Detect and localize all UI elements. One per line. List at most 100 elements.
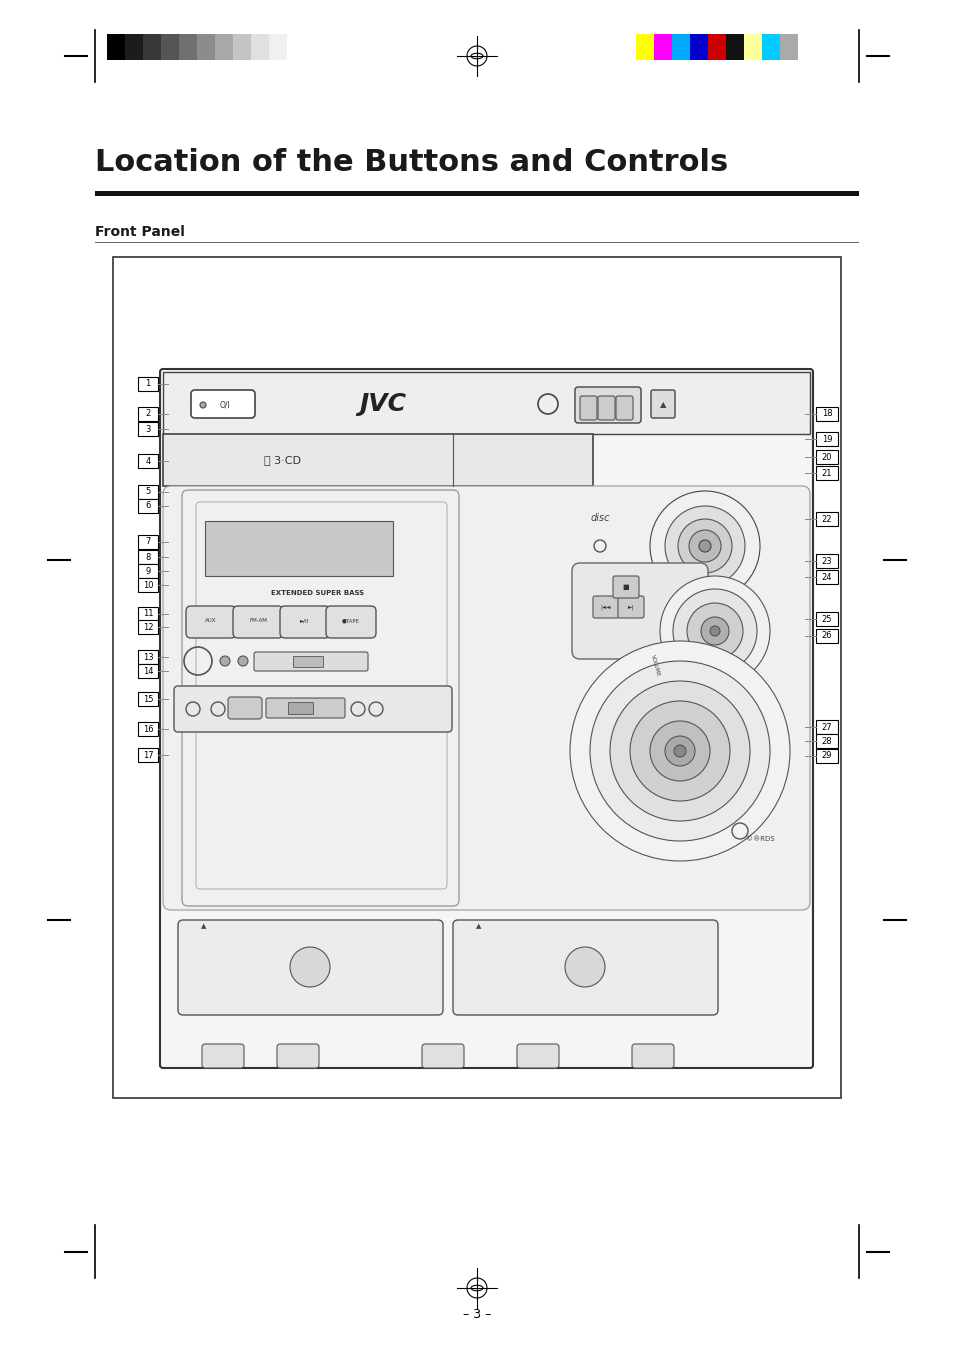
FancyBboxPatch shape <box>598 396 615 420</box>
Text: – 3 –: – 3 – <box>462 1309 491 1321</box>
FancyBboxPatch shape <box>202 1044 244 1068</box>
Circle shape <box>699 539 710 552</box>
Circle shape <box>589 661 769 841</box>
Bar <box>815 554 837 568</box>
FancyBboxPatch shape <box>253 652 368 671</box>
FancyBboxPatch shape <box>280 606 330 638</box>
FancyBboxPatch shape <box>650 389 675 418</box>
Text: 13: 13 <box>143 653 153 661</box>
Text: Front Panel: Front Panel <box>95 224 185 239</box>
Bar <box>138 485 158 499</box>
Text: 7: 7 <box>145 538 151 546</box>
FancyBboxPatch shape <box>421 1044 463 1068</box>
FancyBboxPatch shape <box>453 919 718 1015</box>
Circle shape <box>700 617 728 645</box>
Bar <box>288 702 313 714</box>
FancyBboxPatch shape <box>276 1044 318 1068</box>
Text: 17: 17 <box>143 750 153 760</box>
Text: 14: 14 <box>143 667 153 676</box>
FancyBboxPatch shape <box>186 606 235 638</box>
Circle shape <box>609 681 749 821</box>
Circle shape <box>673 745 685 757</box>
Text: 19: 19 <box>821 434 831 443</box>
Text: 2: 2 <box>145 410 151 419</box>
Bar <box>251 34 269 59</box>
FancyBboxPatch shape <box>266 698 345 718</box>
Bar <box>161 34 179 59</box>
Bar <box>815 734 837 748</box>
Text: 12: 12 <box>143 622 153 631</box>
Bar <box>815 721 837 734</box>
Bar <box>138 607 158 621</box>
Circle shape <box>672 589 757 673</box>
Bar <box>689 34 707 59</box>
FancyBboxPatch shape <box>326 606 375 638</box>
FancyBboxPatch shape <box>616 396 633 420</box>
Text: 8: 8 <box>145 553 151 561</box>
Text: 28: 28 <box>821 737 831 745</box>
Text: JVC: JVC <box>359 392 406 416</box>
FancyBboxPatch shape <box>163 485 809 910</box>
Bar <box>654 34 671 59</box>
FancyBboxPatch shape <box>593 596 618 618</box>
Bar <box>293 656 323 667</box>
FancyBboxPatch shape <box>517 1044 558 1068</box>
Text: 26: 26 <box>821 631 831 641</box>
Bar <box>815 466 837 480</box>
FancyBboxPatch shape <box>160 369 812 1068</box>
Bar <box>138 454 158 468</box>
Text: 9: 9 <box>145 566 151 576</box>
Bar <box>138 692 158 706</box>
Bar <box>95 242 858 243</box>
Bar <box>138 407 158 420</box>
Bar <box>138 722 158 735</box>
Text: ■: ■ <box>622 584 629 589</box>
Bar <box>138 579 158 592</box>
Text: 1: 1 <box>145 380 151 388</box>
Text: 𝄋 3·CD: 𝄋 3·CD <box>264 456 301 465</box>
Bar <box>112 257 841 1098</box>
Circle shape <box>569 641 789 861</box>
Bar <box>138 564 158 579</box>
Bar <box>743 34 761 59</box>
Text: 22: 22 <box>821 515 831 523</box>
Bar <box>138 664 158 677</box>
FancyBboxPatch shape <box>173 685 452 731</box>
Text: 27: 27 <box>821 722 831 731</box>
Bar <box>725 34 743 59</box>
Bar <box>138 499 158 512</box>
Text: 16: 16 <box>143 725 153 734</box>
Bar <box>138 535 158 549</box>
Circle shape <box>237 656 248 667</box>
Text: 15: 15 <box>143 695 153 703</box>
Text: FM·AM: FM·AM <box>249 618 267 623</box>
Circle shape <box>220 656 230 667</box>
Bar <box>163 372 809 434</box>
Bar <box>138 748 158 763</box>
Text: |◄◄: |◄◄ <box>600 604 611 610</box>
Bar <box>143 34 161 59</box>
Bar <box>815 450 837 464</box>
Text: VOLUME: VOLUME <box>649 654 660 677</box>
Circle shape <box>649 491 760 602</box>
FancyBboxPatch shape <box>572 562 707 658</box>
Text: 25: 25 <box>821 615 831 623</box>
Text: ©®RDS: ©®RDS <box>745 836 774 842</box>
FancyBboxPatch shape <box>233 606 283 638</box>
Bar <box>138 377 158 391</box>
Text: 24: 24 <box>821 572 831 581</box>
FancyBboxPatch shape <box>575 387 640 423</box>
Bar <box>815 629 837 644</box>
FancyBboxPatch shape <box>613 576 639 598</box>
Bar <box>125 34 143 59</box>
Circle shape <box>629 700 729 800</box>
Text: 20: 20 <box>821 453 831 461</box>
Text: ►|: ►| <box>627 604 634 610</box>
Bar <box>138 621 158 634</box>
Bar <box>815 612 837 626</box>
Text: 23: 23 <box>821 557 831 565</box>
Circle shape <box>664 735 695 767</box>
Text: ►/II: ►/II <box>300 618 310 623</box>
Bar <box>95 191 858 196</box>
Circle shape <box>649 721 709 781</box>
